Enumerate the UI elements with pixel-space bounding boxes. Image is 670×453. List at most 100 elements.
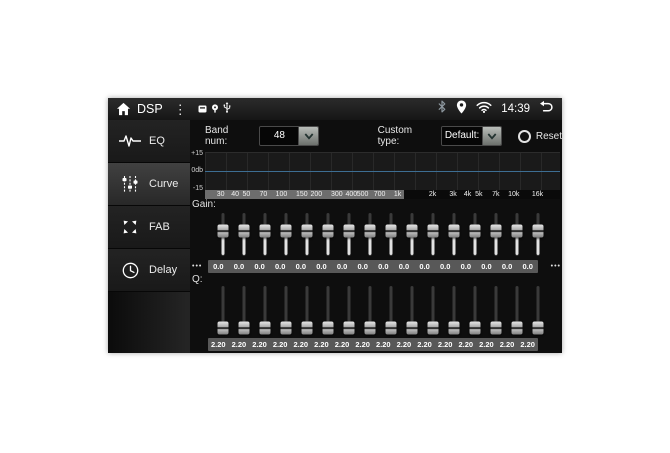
bluetooth-icon[interactable] <box>437 100 447 118</box>
overflow-menu-icon[interactable]: ⋮ <box>173 101 187 117</box>
slider-thumb[interactable] <box>532 321 543 335</box>
waveform-icon <box>119 133 141 149</box>
gain-slider-10[interactable] <box>401 212 422 258</box>
y-label-minus15: -15 <box>192 185 203 192</box>
q-slider-9[interactable] <box>380 285 401 336</box>
q-slider-2[interactable] <box>233 285 254 336</box>
reset-radio-button[interactable] <box>518 129 531 143</box>
gain-slider-8[interactable] <box>359 212 380 258</box>
q-slider-7[interactable] <box>338 285 359 336</box>
gain-slider-6[interactable] <box>317 212 338 258</box>
sidebar-item-curve[interactable]: Curve <box>108 163 190 206</box>
slider-thumb[interactable] <box>322 224 333 238</box>
gain-slider-7[interactable] <box>338 212 359 258</box>
scroll-left-button[interactable]: ••• <box>192 263 203 270</box>
home-icon[interactable] <box>116 102 131 116</box>
slider-thumb[interactable] <box>427 321 438 335</box>
gain-slider-14[interactable] <box>485 212 506 258</box>
slider-thumb[interactable] <box>259 321 270 335</box>
sidebar-item-fab[interactable]: FAB <box>108 206 190 249</box>
slider-fill <box>347 236 350 255</box>
scroll-right-button[interactable]: ••• <box>550 263 561 270</box>
gain-slider-1[interactable] <box>212 212 233 258</box>
slider-track <box>305 286 308 334</box>
slider-thumb[interactable] <box>532 224 543 238</box>
slider-thumb[interactable] <box>217 321 228 335</box>
q-slider-5[interactable] <box>296 285 317 336</box>
slider-thumb[interactable] <box>238 321 249 335</box>
slider-thumb[interactable] <box>490 321 501 335</box>
q-slider-6[interactable] <box>317 285 338 336</box>
gain-value: 0.0 <box>378 262 389 271</box>
slider-fill <box>221 236 224 255</box>
q-slider-3[interactable] <box>254 285 275 336</box>
q-slider-16[interactable] <box>527 285 548 336</box>
q-slider-12[interactable] <box>443 285 464 336</box>
q-slider-8[interactable] <box>359 285 380 336</box>
slider-thumb[interactable] <box>448 321 459 335</box>
slider-thumb[interactable] <box>301 224 312 238</box>
slider-thumb[interactable] <box>238 224 249 238</box>
custom-type-dropdown[interactable]: Default: <box>440 126 503 146</box>
slider-thumb[interactable] <box>217 224 228 238</box>
custom-type-value: Default: <box>441 127 483 145</box>
sidebar-item-delay[interactable]: Delay <box>108 249 190 292</box>
q-slider-14[interactable] <box>485 285 506 336</box>
gain-slider-15[interactable] <box>506 212 527 258</box>
slider-thumb[interactable] <box>406 224 417 238</box>
slider-thumb[interactable] <box>385 321 396 335</box>
band-num-dropdown[interactable]: 48 <box>259 126 319 146</box>
slider-thumb[interactable] <box>469 224 480 238</box>
gain-slider-13[interactable] <box>464 212 485 258</box>
back-icon[interactable] <box>539 100 554 118</box>
q-slider-1[interactable] <box>212 285 233 336</box>
eq-curve-plot[interactable] <box>205 152 560 191</box>
q-value: 2.20 <box>334 340 350 349</box>
q-slider-4[interactable] <box>275 285 296 336</box>
status-bar-left: DSP ⋮ <box>116 100 231 118</box>
slider-thumb[interactable] <box>259 224 270 238</box>
slider-thumb[interactable] <box>469 321 480 335</box>
sidebar-item-eq[interactable]: EQ <box>108 120 190 163</box>
app-title: DSP <box>137 102 163 116</box>
gain-slider-2[interactable] <box>233 212 254 258</box>
slider-thumb[interactable] <box>301 321 312 335</box>
gain-slider-3[interactable] <box>254 212 275 258</box>
gain-slider-9[interactable] <box>380 212 401 258</box>
slider-thumb[interactable] <box>448 224 459 238</box>
slider-fill <box>305 236 308 255</box>
slider-thumb[interactable] <box>511 224 522 238</box>
gain-slider-5[interactable] <box>296 212 317 258</box>
slider-fill <box>326 236 329 255</box>
sd-card-icon <box>198 100 207 118</box>
q-slider-13[interactable] <box>464 285 485 336</box>
slider-thumb[interactable] <box>490 224 501 238</box>
slider-thumb[interactable] <box>511 321 522 335</box>
y-label-0db: 0db <box>191 167 203 174</box>
wifi-icon[interactable] <box>476 100 492 118</box>
gain-value: 0.0 <box>213 262 224 271</box>
location-icon[interactable] <box>456 100 467 119</box>
dsp-app-window: DSP ⋮ <box>108 98 562 353</box>
clock-icon <box>119 262 141 279</box>
slider-thumb[interactable] <box>343 224 354 238</box>
slider-thumb[interactable] <box>322 321 333 335</box>
gain-slider-11[interactable] <box>422 212 443 258</box>
freq-tick-labels: 30 40 50 70 100 150 200 300 400 500 700 1k 2k 3k 4k 5k 7… <box>205 190 560 199</box>
gain-slider-12[interactable] <box>443 212 464 258</box>
gain-value: 0.0 <box>336 262 348 271</box>
gain-slider-4[interactable] <box>275 212 296 258</box>
slider-thumb[interactable] <box>280 321 291 335</box>
slider-thumb[interactable] <box>385 224 396 238</box>
slider-thumb[interactable] <box>343 321 354 335</box>
slider-thumb[interactable] <box>364 321 375 335</box>
slider-thumb[interactable] <box>427 224 438 238</box>
slider-thumb[interactable] <box>280 224 291 238</box>
gain-slider-16[interactable] <box>527 212 548 258</box>
slider-thumb[interactable] <box>364 224 375 238</box>
slider-thumb[interactable] <box>406 321 417 335</box>
q-slider-15[interactable] <box>506 285 527 336</box>
freq-scrollbar-thumb[interactable] <box>205 190 404 199</box>
q-slider-11[interactable] <box>422 285 443 336</box>
q-slider-10[interactable] <box>401 285 422 336</box>
